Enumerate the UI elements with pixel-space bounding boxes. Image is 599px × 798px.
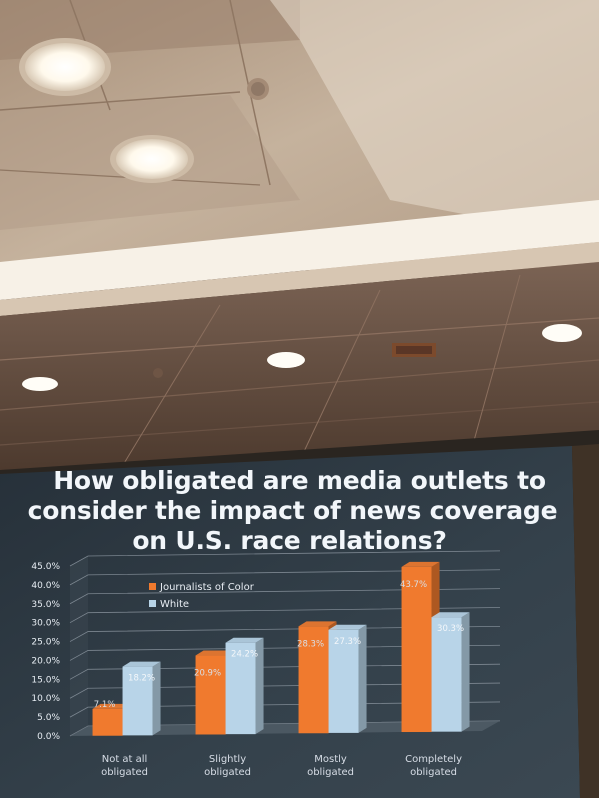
x-axis: Not at all obligated Slightly obligated Most…	[101, 754, 462, 778]
data-label: 27.3%	[334, 637, 361, 647]
upper-ceiling	[0, 0, 599, 270]
bar-side	[358, 624, 367, 733]
data-labels: 7.1% 18.2% 20.9% 24.2% 28.3% 27.3% 43.7% 30.3%	[94, 580, 464, 710]
y-tick-label: 35.0%	[31, 600, 60, 610]
x-tick-label: obligated	[307, 767, 354, 778]
bar-top	[122, 661, 161, 667]
slide-title-line-3: on U.S. race relations?	[132, 526, 447, 555]
bar	[195, 655, 226, 735]
y-axis: 0.0% 5.0% 10.0% 15.0% 20.0% 25.0% 30.0% 35.0% 40…	[31, 562, 60, 742]
chart-floor	[70, 720, 500, 736]
y-tick-label: 15.0%	[31, 675, 60, 685]
y-tick-label: 10.0%	[31, 694, 60, 704]
y-tick-label: 30.0%	[31, 619, 60, 629]
x-tick-label: Slightly	[209, 754, 246, 765]
legend-swatch	[149, 600, 156, 607]
x-tick-label: obligated	[204, 767, 251, 778]
data-label: 18.2%	[128, 674, 155, 684]
y-tick-label: 20.0%	[31, 656, 60, 666]
bar-top	[328, 624, 367, 630]
bar-side	[461, 612, 470, 732]
bar	[328, 629, 359, 733]
y-tick-label: 5.0%	[37, 713, 60, 723]
bar-top	[225, 637, 264, 643]
bar	[431, 617, 462, 732]
legend-swatch	[149, 583, 156, 590]
gridline	[69, 588, 501, 605]
chart-legend: Journalists of Color White	[149, 582, 255, 610]
gridline	[69, 607, 501, 624]
y-tick-label: 40.0%	[31, 581, 60, 591]
ceiling-light-fixtures	[19, 38, 269, 183]
bar-top	[431, 612, 470, 618]
bar-top	[195, 650, 234, 656]
y-tick-label: 0.0%	[37, 732, 60, 742]
data-label: 30.3%	[437, 624, 464, 634]
bar-top	[92, 703, 131, 709]
chart-bars	[92, 561, 470, 736]
legend-label: White	[160, 599, 189, 610]
bar-top	[401, 561, 440, 567]
data-label: 7.1%	[94, 700, 116, 710]
data-label: 43.7%	[400, 580, 427, 590]
y-tick-label: 25.0%	[31, 638, 60, 648]
slide-title-line-1: How obligated are media outlets to	[53, 466, 546, 495]
bar	[92, 708, 123, 736]
slide-title: How obligated are media outlets to consi…	[0, 466, 599, 556]
x-tick-label: Completely	[405, 754, 462, 765]
chart-gridlines	[69, 550, 501, 737]
data-label: 20.9%	[194, 669, 221, 679]
bar-side	[152, 661, 161, 736]
bar-top	[298, 621, 337, 627]
legend-label: Journalists of Color	[159, 582, 255, 593]
x-tick-label: obligated	[101, 767, 148, 778]
lower-ceiling	[0, 262, 599, 471]
bar	[122, 666, 153, 736]
bar-side	[255, 637, 264, 735]
gridline	[69, 569, 501, 586]
x-tick-label: Not at all	[102, 754, 148, 765]
bar	[298, 626, 329, 734]
data-label: 28.3%	[297, 639, 324, 649]
bar	[225, 642, 256, 735]
x-tick-label: obligated	[410, 767, 457, 778]
bar	[401, 566, 432, 733]
soffit-band	[0, 200, 599, 316]
gridline	[69, 550, 501, 567]
y-tick-label: 45.0%	[31, 562, 60, 572]
data-label: 24.2%	[231, 650, 258, 660]
x-tick-label: Mostly	[314, 754, 347, 765]
slide-title-line-2: consider the impact of news coverage	[27, 496, 558, 525]
